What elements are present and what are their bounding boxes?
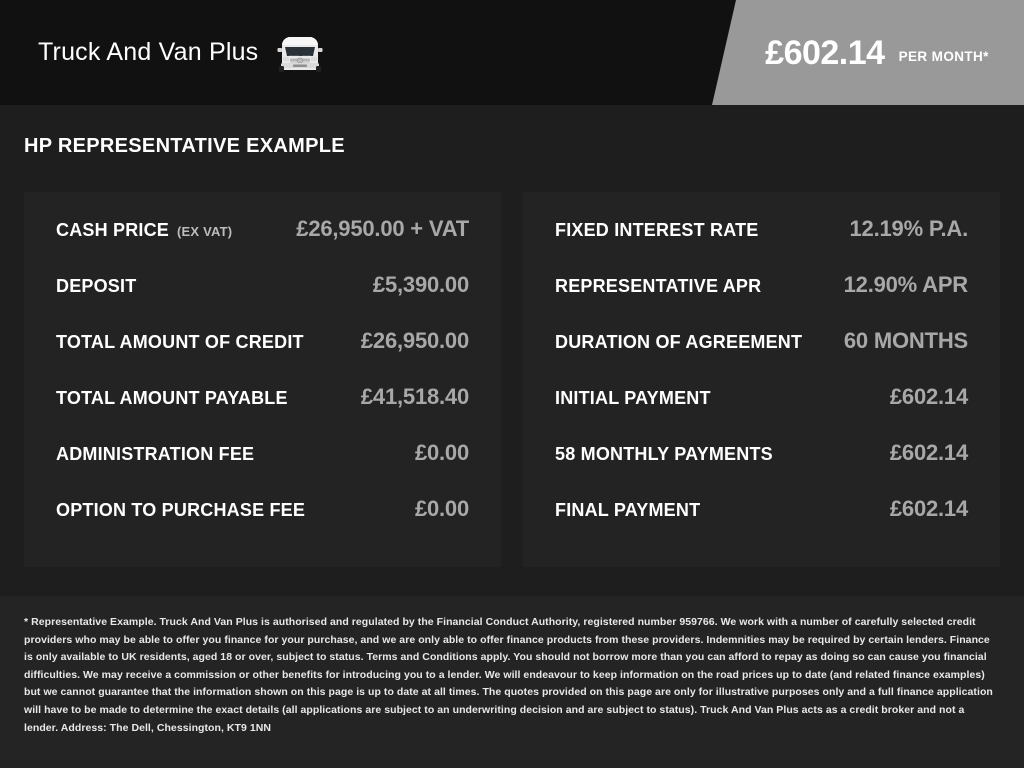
row-label: REPRESENTATIVE APR (555, 276, 762, 296)
finance-panel-right: FIXED INTEREST RATE 12.19% P.A. REPRESEN… (523, 192, 1000, 567)
footer-disclaimer: * Representative Example. Truck And Van … (0, 596, 1024, 768)
row-value: £26,950.00 + VAT (296, 216, 469, 241)
row-sublabel: (EX VAT) (177, 224, 233, 239)
row-label: ADMINISTRATION FEE (56, 444, 255, 464)
table-row: DEPOSIT £5,390.00 (56, 272, 469, 328)
row-value: 60 MONTHS (843, 328, 968, 353)
table-row: FINAL PAYMENT £602.14 (555, 496, 968, 552)
row-value: £602.14 (889, 496, 968, 521)
finance-details-panels: CASH PRICE (EX VAT) £26,950.00 + VAT DEPO… (24, 192, 1000, 567)
row-label: FIXED INTEREST RATE (555, 220, 759, 240)
table-row: INITIAL PAYMENT £602.14 (555, 384, 968, 440)
table-row: REPRESENTATIVE APR 12.90% APR (555, 272, 968, 328)
brand-name: Truck And Van Plus (38, 38, 259, 66)
row-value: £0.00 (414, 496, 469, 521)
row-value: £602.14 (889, 384, 968, 409)
monthly-price-period: PER MONTH* (898, 48, 989, 64)
monthly-price-banner: £602.14 PER MONTH* (712, 0, 1024, 105)
table-row: FIXED INTEREST RATE 12.19% P.A. (555, 216, 968, 272)
finance-panel-left: CASH PRICE (EX VAT) £26,950.00 + VAT DEPO… (24, 192, 501, 567)
row-label: INITIAL PAYMENT (555, 388, 711, 408)
row-label: 58 MONTHLY PAYMENTS (555, 444, 773, 464)
monthly-price-amount: £602.14 (765, 33, 885, 72)
page-title: HP REPRESENTATIVE EXAMPLE (24, 135, 345, 157)
van-icon (272, 32, 328, 76)
table-row: TOTAL AMOUNT OF CREDIT £26,950.00 (56, 328, 469, 384)
table-row: TOTAL AMOUNT PAYABLE £41,518.40 (56, 384, 469, 440)
row-label: DEPOSIT (56, 276, 137, 296)
row-label: OPTION TO PURCHASE FEE (56, 500, 306, 520)
row-value: £41,518.40 (360, 384, 469, 409)
row-value: £0.00 (414, 440, 469, 465)
site-header: Truck And Van Plus (0, 0, 1024, 105)
row-label: CASH PRICE (EX VAT) (56, 220, 233, 240)
row-label: FINAL PAYMENT (555, 500, 701, 520)
row-value: 12.19% P.A. (849, 216, 969, 241)
table-row: CASH PRICE (EX VAT) £26,950.00 + VAT (56, 216, 469, 272)
row-value: £602.14 (889, 440, 968, 465)
table-row: ADMINISTRATION FEE £0.00 (56, 440, 469, 496)
row-label: TOTAL AMOUNT OF CREDIT (56, 332, 304, 352)
table-row: DURATION OF AGREEMENT 60 MONTHS (555, 328, 968, 384)
table-row: 58 MONTHLY PAYMENTS £602.14 (555, 440, 968, 496)
row-label: TOTAL AMOUNT PAYABLE (56, 388, 288, 408)
table-row: OPTION TO PURCHASE FEE £0.00 (56, 496, 469, 552)
row-value: £5,390.00 (372, 272, 469, 297)
row-value: £26,950.00 (360, 328, 469, 353)
brand-logo[interactable]: Truck And Van Plus (38, 0, 328, 105)
row-value: 12.90% APR (843, 272, 969, 297)
disclaimer-text: * Representative Example. Truck And Van … (24, 616, 993, 734)
row-label: DURATION OF AGREEMENT (555, 332, 803, 352)
